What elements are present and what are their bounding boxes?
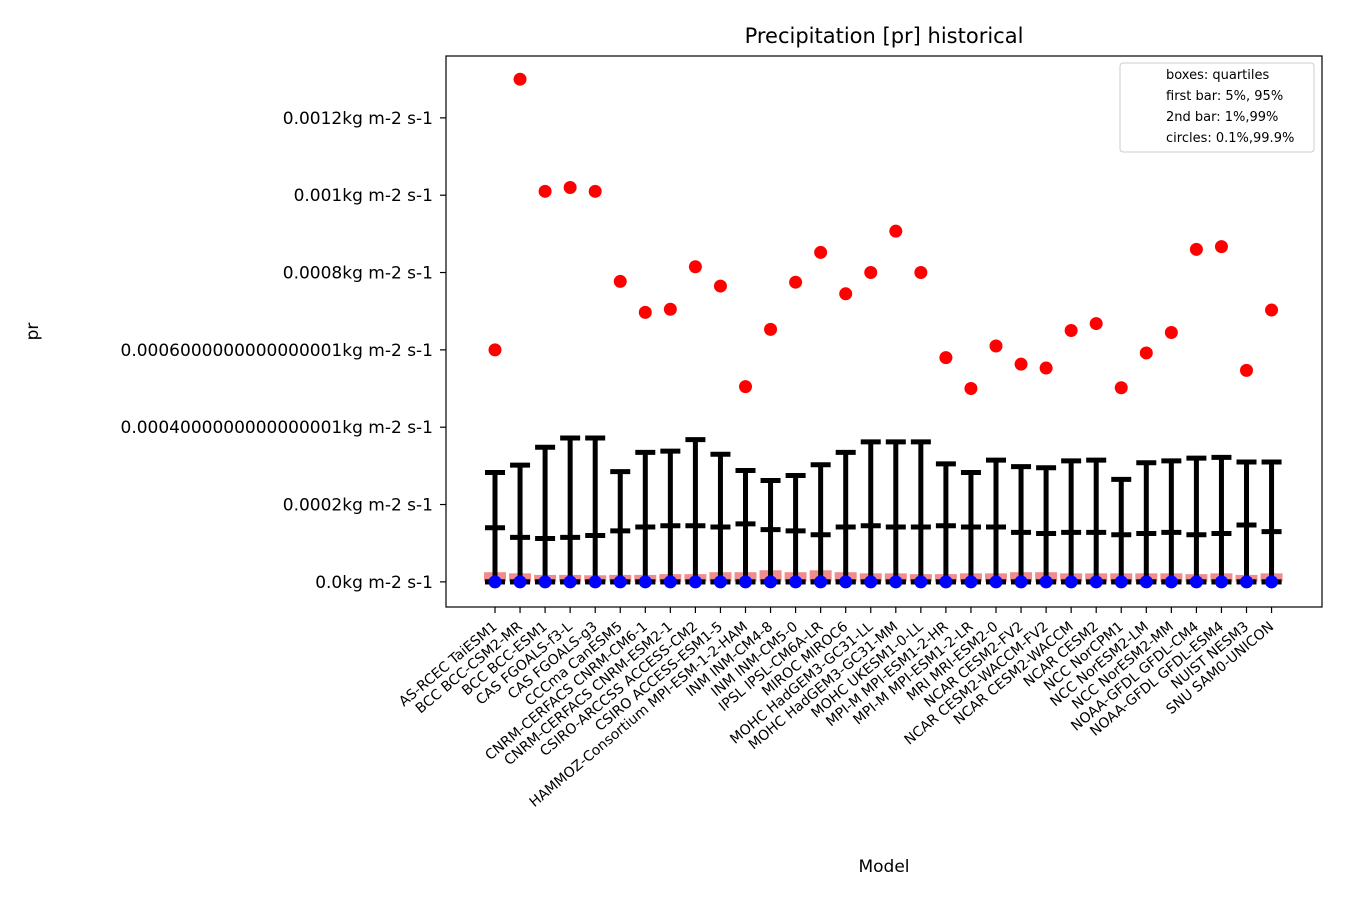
circle-p0-1	[613, 575, 627, 589]
circle-p0-1	[814, 575, 828, 589]
circle-p0-1	[1039, 575, 1053, 589]
circle-p0-1	[1240, 575, 1253, 589]
y-tick-label: 0.0002kg m-2 s-1	[283, 496, 433, 516]
circle-p99-9	[739, 380, 752, 394]
y-tick-label: 0.0kg m-2 s-1	[315, 573, 433, 593]
circle-p99-9	[588, 184, 602, 198]
circle-p0-1	[939, 575, 953, 589]
circle-p0-1	[713, 575, 727, 589]
circle-p99-9	[814, 245, 828, 259]
circle-p0-1	[1064, 575, 1078, 589]
circle-p99-9	[1189, 242, 1203, 256]
circle-p99-9	[1214, 240, 1228, 254]
circle-p0-1	[1114, 575, 1128, 589]
circle-p99-9	[989, 339, 1003, 353]
circle-p99-9	[1164, 325, 1178, 339]
circle-p99-9	[663, 302, 677, 316]
legend-entry-circles: circles: 0.1%,99.9%	[1166, 131, 1294, 146]
circle-p0-1	[739, 575, 752, 589]
y-tick-label: 0.0006000000000000001kg m-2 s-1	[121, 341, 433, 361]
circle-p0-1	[864, 575, 878, 589]
circle-p99-9	[1240, 363, 1253, 377]
circle-p99-9	[613, 274, 627, 288]
circle-p99-9	[488, 343, 502, 357]
circle-p99-9	[939, 351, 953, 365]
circle-p0-1	[638, 575, 652, 589]
circle-p0-1	[688, 575, 702, 589]
circle-p99-9	[1089, 317, 1103, 331]
circle-p99-9	[889, 224, 903, 238]
circle-p0-1	[1139, 575, 1153, 589]
circle-p0-1	[1089, 575, 1103, 589]
circle-p99-9	[563, 180, 577, 194]
circle-p99-9	[914, 266, 928, 280]
circle-p0-1	[964, 575, 978, 589]
circle-p99-9	[1014, 357, 1028, 371]
circle-p99-9	[1114, 381, 1128, 395]
circle-p99-9	[1139, 346, 1153, 360]
chart-title: Precipitation [pr] historical	[745, 24, 1024, 48]
x-axis-label: Model	[858, 857, 909, 877]
circle-p0-1	[488, 575, 502, 589]
circle-p0-1	[789, 575, 803, 589]
y-tick-label: 0.001kg m-2 s-1	[294, 186, 433, 206]
circle-p99-9	[713, 279, 727, 293]
circle-p0-1	[663, 575, 677, 589]
circle-p0-1	[764, 575, 778, 589]
circle-p99-9	[638, 305, 652, 319]
y-tick-label: 0.0008kg m-2 s-1	[283, 264, 433, 284]
y-tick-label: 0.0012kg m-2 s-1	[283, 109, 433, 129]
plot-frame	[445, 55, 1323, 608]
legend-entry-first-bar: first bar: 5%, 95%	[1166, 89, 1283, 104]
circle-p0-1	[1214, 575, 1228, 589]
y-axis-label: pr	[23, 323, 43, 341]
circle-p0-1	[989, 575, 1003, 589]
circle-p0-1	[889, 575, 903, 589]
circle-p99-9	[764, 322, 778, 336]
circle-p0-1	[588, 575, 602, 589]
y-tick-label: 0.0004000000000000001kg m-2 s-1	[121, 418, 433, 438]
circle-p99-9	[839, 287, 853, 301]
circle-p99-9	[864, 266, 878, 280]
circle-p0-1	[914, 575, 928, 589]
circle-p0-1	[1265, 575, 1279, 589]
circle-p0-1	[1014, 575, 1028, 589]
legend: boxes: quartiles first bar: 5%, 95% 2nd …	[1119, 62, 1315, 153]
circle-p0-1	[538, 575, 552, 589]
legend-entry-second-bar: 2nd bar: 1%,99%	[1166, 110, 1278, 125]
circle-p0-1	[1189, 575, 1203, 589]
circle-p99-9	[1039, 361, 1053, 375]
circle-p99-9	[688, 260, 702, 274]
circle-p99-9	[513, 72, 527, 86]
legend-entry-quartiles: boxes: quartiles	[1166, 68, 1270, 83]
legend-box	[1119, 62, 1315, 153]
circle-p99-9	[789, 275, 803, 289]
circle-p99-9	[538, 184, 552, 198]
circle-p0-1	[513, 575, 527, 589]
circle-p99-9	[1064, 324, 1078, 338]
circle-p99-9	[964, 382, 978, 396]
circle-p0-1	[563, 575, 577, 589]
circle-p0-1	[1164, 575, 1178, 589]
circle-p99-9	[1265, 303, 1279, 317]
circle-p0-1	[839, 575, 853, 589]
